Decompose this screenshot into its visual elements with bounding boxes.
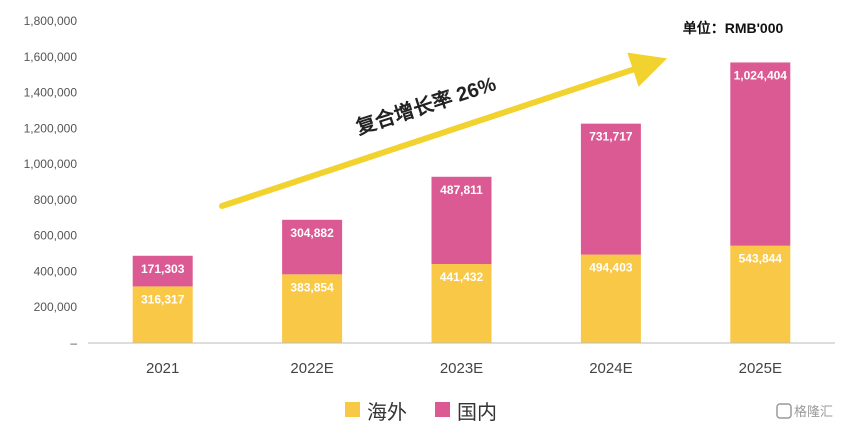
- watermark-logo-icon: [776, 403, 792, 419]
- cagr-label: 复合增长率 26%: [352, 71, 499, 139]
- x-tick-label: 2024E: [589, 360, 632, 377]
- legend-label-domestic: 国内: [457, 401, 497, 424]
- bar-overseas: [730, 245, 791, 343]
- legend-swatch-domestic: [435, 402, 450, 417]
- bar-overseas: [132, 286, 193, 343]
- legend-label-overseas: 海外: [367, 401, 407, 424]
- data-label-overseas: 383,854: [290, 280, 334, 294]
- bar-domestic: [431, 176, 492, 265]
- legend-swatch-overseas: [345, 402, 360, 417]
- y-tick-label: 600,000: [34, 229, 78, 243]
- legend: 海外 国内: [345, 401, 497, 424]
- y-tick-label: 1,200,000: [24, 121, 78, 135]
- x-tick-label: 2022E: [290, 360, 333, 377]
- bar-domestic: [282, 219, 343, 275]
- y-tick-label: 400,000: [34, 264, 78, 278]
- x-tick-label: 2025E: [739, 360, 782, 377]
- bar-overseas: [282, 274, 343, 343]
- data-label-domestic: 731,717: [589, 130, 633, 144]
- data-label-overseas: 543,844: [739, 252, 783, 266]
- bar-domestic: [730, 62, 791, 246]
- data-label-domestic: 1,024,404: [734, 68, 788, 82]
- y-tick-label: 1,400,000: [24, 86, 78, 100]
- data-label-domestic: 171,303: [141, 262, 185, 276]
- bar-overseas: [431, 264, 492, 343]
- y-tick-label: 1,800,000: [24, 14, 78, 28]
- y-tick-label: 200,000: [34, 300, 78, 314]
- growth-arrow: [219, 52, 668, 209]
- y-axis: – 200,000 400,000 600,000 800,000 1,000,000 1,…: [24, 14, 78, 350]
- watermark-text: 格隆汇: [794, 404, 833, 419]
- bar-domestic: [580, 123, 641, 255]
- x-tick-label: 2023E: [440, 360, 483, 377]
- unit-label: 单位：RMB'000: [683, 20, 784, 36]
- y-tick-label: 1,600,000: [24, 50, 78, 64]
- bar-domestic: [132, 255, 193, 287]
- data-label-domestic: 304,882: [290, 226, 334, 240]
- y-tick-label: 800,000: [34, 193, 78, 207]
- watermark: 格隆汇: [776, 403, 833, 419]
- x-tick-label: 2021: [146, 360, 179, 377]
- data-label-overseas: 494,403: [589, 261, 633, 275]
- data-label-overseas: 441,432: [440, 270, 484, 284]
- bars-group: 316,317 171,303 383,854 304,882 441,432 487,8…: [132, 62, 791, 343]
- x-axis: 2021 2022E 2023E 2024E 2025E: [88, 342, 835, 377]
- data-label-domestic: 487,811: [440, 183, 483, 197]
- y-tick-label: 1,000,000: [24, 157, 78, 171]
- y-tick-label: –: [70, 336, 77, 350]
- bar-overseas: [580, 254, 641, 343]
- data-label-overseas: 316,317: [141, 292, 185, 306]
